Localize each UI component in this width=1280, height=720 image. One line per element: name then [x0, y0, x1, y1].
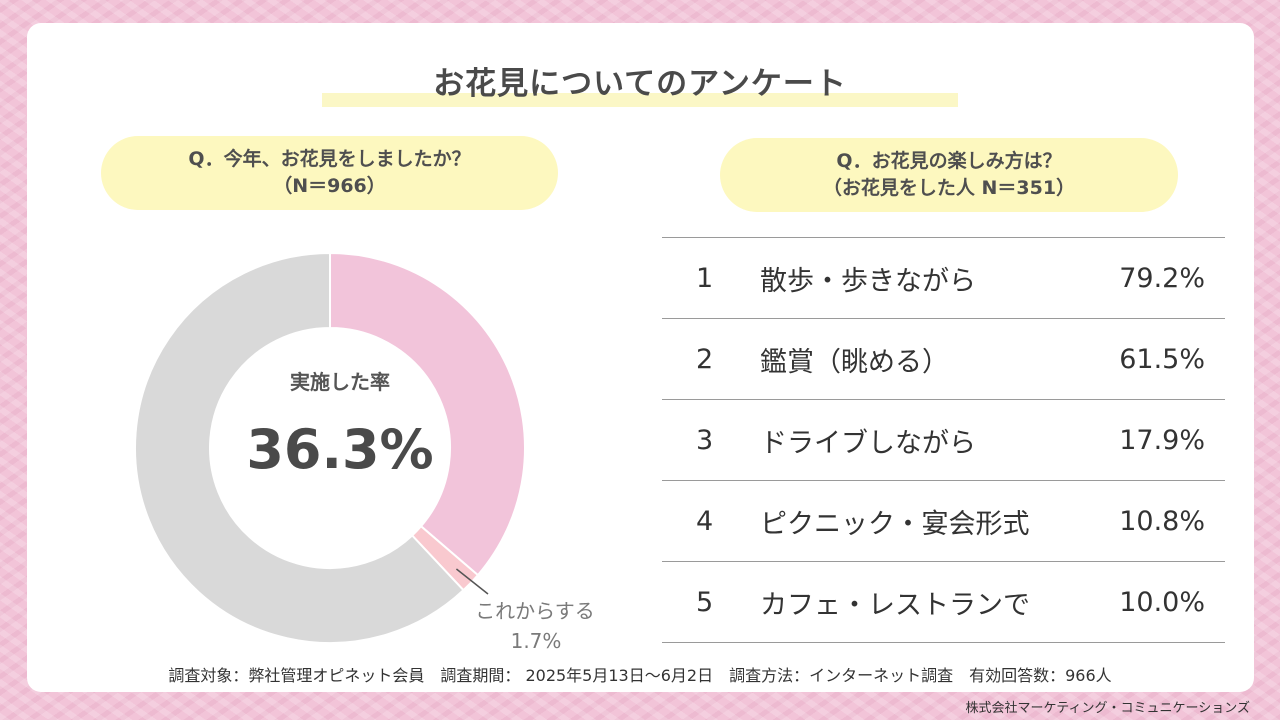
table-row: 3 ドライブしながら 17.9%: [662, 399, 1225, 480]
rank-number: 4: [696, 505, 714, 537]
donut-center-value: 36.3%: [246, 418, 434, 481]
question2-text: Q．お花見の楽しみ方は？: [836, 150, 1062, 172]
donut-center-caption: 実施した率: [290, 370, 390, 394]
rank-item: 鑑賞（眺める）: [760, 346, 949, 378]
question1-sample: （N＝966）: [273, 175, 386, 197]
rank-item: 散歩・歩きながら: [760, 265, 976, 297]
rank-value: 79.2%: [1119, 262, 1205, 294]
rank-number: 1: [696, 262, 714, 294]
rank-number: 3: [696, 424, 714, 456]
rank-value: 10.0%: [1119, 586, 1205, 618]
donut-slice-done: [329, 251, 526, 577]
question2-pill: Q．お花見の楽しみ方は？ （お花見をした人 N＝351）: [720, 138, 1178, 212]
question2-sample: （お花見をした人 N＝351）: [822, 177, 1076, 199]
rank-item: カフェ・レストランで: [760, 589, 1030, 621]
rank-value: 10.8%: [1119, 505, 1205, 537]
rank-item: ピクニック・宴会形式: [760, 508, 1030, 540]
table-row: 4 ピクニック・宴会形式 10.8%: [662, 480, 1225, 561]
table-row: 2 鑑賞（眺める） 61.5%: [662, 318, 1225, 399]
rank-value: 17.9%: [1119, 424, 1205, 456]
rank-value: 61.5%: [1119, 343, 1205, 375]
table-row: 1 散歩・歩きながら 79.2%: [662, 237, 1225, 318]
donut-callout-label: これからする: [475, 599, 595, 623]
donut-slice-not-done: [134, 251, 465, 644]
rank-number: 5: [696, 586, 714, 618]
page-title: お花見についてのアンケート: [433, 66, 847, 102]
question1-pill: Q．今年、お花見をしましたか？ （N＝966）: [101, 136, 558, 210]
title-underline-band: [322, 93, 958, 107]
table-row: 5 カフェ・レストランで 10.0%: [662, 561, 1225, 643]
survey-footnote: 調査対象：弊社管理オピネット会員 調査期間： 2025年5月13日～6月2日 調…: [168, 666, 1112, 685]
donut-callout-value: 1.7%: [510, 629, 562, 653]
question1-text: Q．今年、お花見をしましたか？: [188, 148, 471, 170]
callout-leader-line: [455, 568, 489, 595]
ranking-table: 1 散歩・歩きながら 79.2% 2 鑑賞（眺める） 61.5% 3 ドライブし…: [662, 237, 1225, 643]
rank-number: 2: [696, 343, 714, 375]
rank-item: ドライブしながら: [760, 427, 976, 459]
company-name: 株式会社マーケティング・コミュニケーションズ: [965, 701, 1250, 716]
